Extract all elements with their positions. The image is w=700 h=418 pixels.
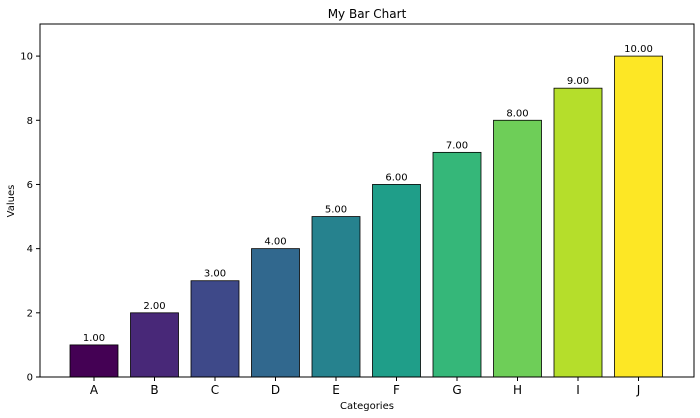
y-tick-label: 6 xyxy=(27,180,33,191)
data-label: 4.00 xyxy=(264,237,286,248)
bar xyxy=(614,55,663,378)
x-tick-label: E xyxy=(332,383,340,397)
x-tick-label: F xyxy=(393,383,400,397)
bar xyxy=(190,280,240,378)
bar xyxy=(432,151,482,378)
plot-frame xyxy=(39,23,695,378)
y-tick-label: 2 xyxy=(27,308,33,319)
bar xyxy=(553,87,603,378)
bar xyxy=(372,184,421,378)
data-label: 2.00 xyxy=(143,301,165,312)
bar xyxy=(69,344,119,378)
x-tick-label: D xyxy=(271,383,280,397)
data-label: 9.00 xyxy=(567,76,589,87)
x-tick-label: G xyxy=(452,383,461,397)
x-tick-label: H xyxy=(513,383,522,397)
x-tick-label: I xyxy=(576,383,580,397)
data-label: 5.00 xyxy=(325,205,347,216)
chart-title: My Bar Chart xyxy=(328,7,407,21)
x-tick-label: A xyxy=(90,383,99,397)
plot-area: 0 2 4 6 8 10 1.00 A 2.00 B 3.00 C 4.00 D 5.00 E 6.00 F 7.0… xyxy=(20,44,663,397)
x-tick-label: C xyxy=(211,383,219,397)
data-label: 7.00 xyxy=(446,140,468,151)
bar xyxy=(311,216,361,378)
bar xyxy=(130,312,179,378)
data-label: 6.00 xyxy=(385,172,407,183)
bar xyxy=(251,248,300,378)
data-label: 3.00 xyxy=(204,269,226,280)
x-axis-label: Categories xyxy=(340,401,394,412)
bar xyxy=(493,119,542,378)
y-axis-label: Values xyxy=(6,185,17,218)
y-tick-label: 4 xyxy=(27,244,33,255)
data-label: 10.00 xyxy=(624,44,653,55)
y-tick-label: 0 xyxy=(27,373,33,384)
y-tick-label: 8 xyxy=(27,116,33,127)
data-label: 1.00 xyxy=(83,333,105,344)
y-tick-label: 10 xyxy=(20,52,33,63)
x-tick-label: B xyxy=(150,383,158,397)
x-tick-label: J xyxy=(636,383,641,397)
data-label: 8.00 xyxy=(506,108,528,119)
